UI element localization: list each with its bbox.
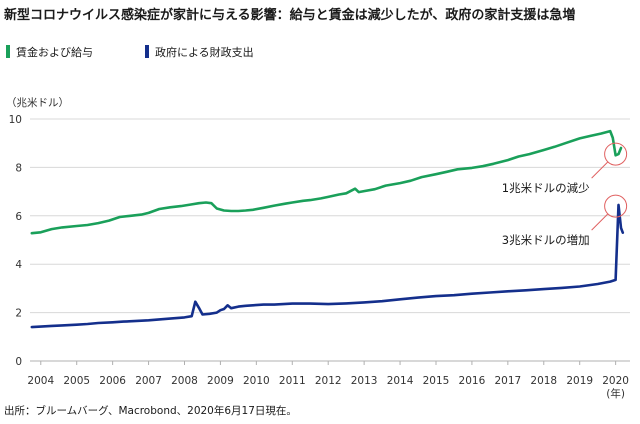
chart-title: 新型コロナウイルス感染症が家計に与える影響：給与と賃金は減少したが、政府の家計支… [4,8,576,23]
annotation-leader-1 [591,213,608,231]
annotation-leader-0 [591,161,608,179]
x-tick-label-2015: 2015 [423,375,450,387]
annotation-label-1: 3兆米ドルの増加 [502,233,590,247]
legend-government: 政府による財政支出 [145,44,254,60]
source-note: 出所：ブルームバーグ、Macrobond、2020年6月17日現在。 [4,405,297,417]
annotation-circle-1 [604,194,628,218]
line-chart: 0 2 4 6 8 10 （兆米ドル） 2004 2005 2006 2007 2008 2009 201… [6,96,630,400]
legend-government-swatch [145,45,149,58]
y-tick-label-2: 2 [15,308,22,320]
x-tick-label-2007: 2007 [135,375,162,387]
x-tick-label-2010: 2010 [243,375,270,387]
legend-wages-swatch [6,45,10,58]
series-line-1 [30,203,625,329]
x-tick-label-2012: 2012 [315,375,342,387]
x-tick-label-2008: 2008 [171,375,198,387]
x-tick-label-2016: 2016 [459,375,486,387]
x-tick-label-2006: 2006 [99,375,126,387]
y-tick-label-8: 8 [15,162,22,174]
x-tick-label-2017: 2017 [494,375,521,387]
legend-wages-label: 賃金および給与 [16,46,93,59]
y-axis-unit-label: （兆米ドル） [6,96,69,109]
y-tick-label-0: 0 [15,356,22,368]
legend-government-label: 政府による財政支出 [155,46,254,59]
y-tick-label-4: 4 [15,259,22,271]
x-tick-label-2014: 2014 [387,375,414,387]
x-tick-label-2004: 2004 [27,375,54,387]
series-line-0 [30,129,623,235]
legend-wages: 賃金および給与 [6,44,93,60]
y-tick-label-6: 6 [15,211,22,223]
x-tick-label-2018: 2018 [530,375,557,387]
x-tick-label-2005: 2005 [63,375,90,387]
x-tick-label-2009: 2009 [207,375,234,387]
x-tick-label-2013: 2013 [351,375,378,387]
y-tick-label-10: 10 [9,114,22,126]
x-axis-year-suffix: (年) [606,387,625,400]
x-tick-label-2011: 2011 [279,375,306,387]
x-tick-label-2020: 2020 [602,375,629,387]
annotation-circle-0 [604,142,628,166]
x-tick-label-2019: 2019 [566,375,593,387]
annotation-label-0: 1兆米ドルの減少 [502,181,590,195]
